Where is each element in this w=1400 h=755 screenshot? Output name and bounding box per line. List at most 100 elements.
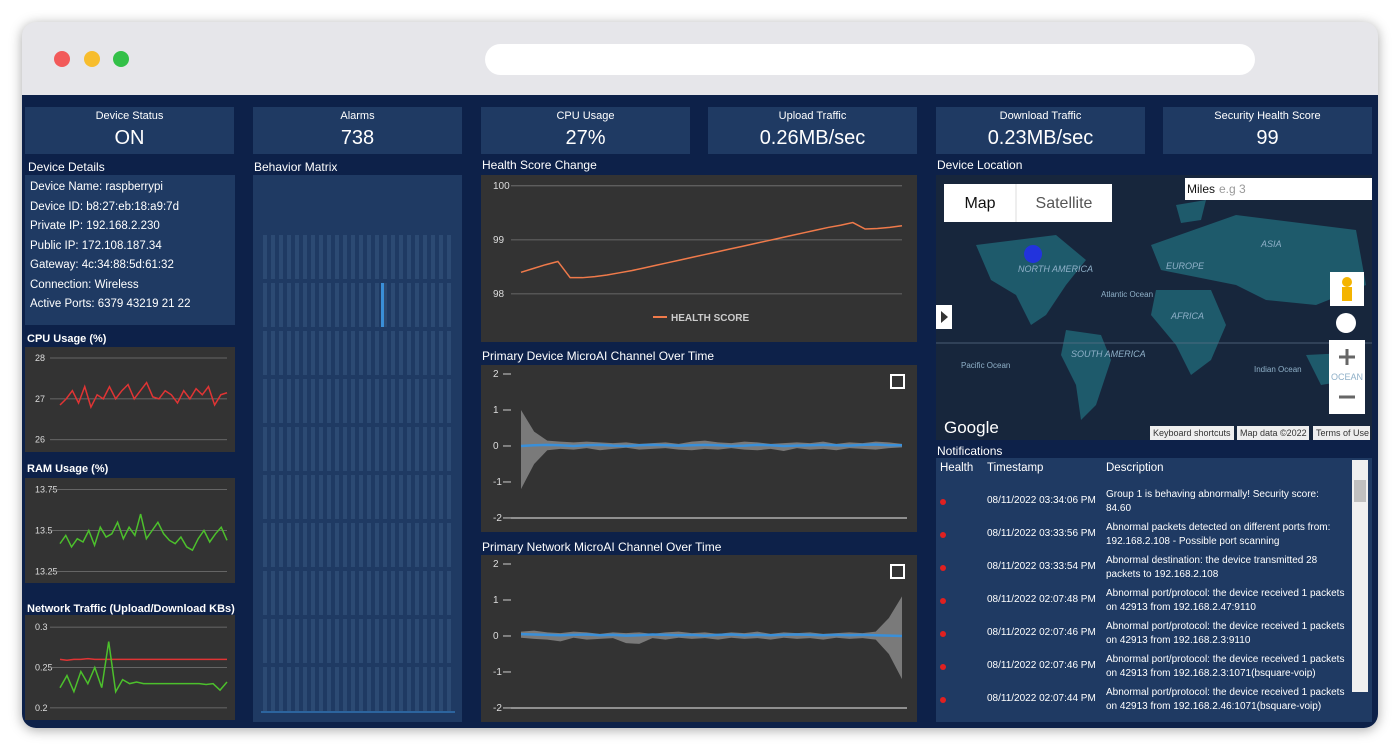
matrix-cell [447, 619, 451, 663]
satellite-button[interactable]: Satellite [1036, 195, 1093, 212]
network-chart: 0.2 0.25 0.3 [25, 615, 235, 720]
matrix-cell [383, 235, 387, 279]
matrix-cell [327, 283, 331, 327]
matrix-cell [447, 667, 451, 711]
matrix-cell [271, 571, 275, 615]
kpi-value: 0.23MB/sec [987, 127, 1094, 149]
map-footer-link: Map data ©2022 [1240, 428, 1307, 438]
matrix-cell [367, 571, 371, 615]
matrix-cell [351, 475, 355, 519]
detail-item: Active Ports: 6379 43219 21 22 [30, 298, 191, 310]
matrix-cell [399, 235, 403, 279]
health-dot [940, 697, 946, 703]
minimize-dot[interactable] [84, 51, 100, 67]
y-tick-label: 99 [493, 235, 505, 246]
matrix-cell [431, 427, 435, 471]
locate-button[interactable] [1336, 313, 1356, 333]
timestamp: 08/11/2022 03:33:54 PM [987, 561, 1096, 572]
matrix-cell [263, 331, 267, 375]
matrix-cell [295, 619, 299, 663]
matrix-cell [423, 475, 427, 519]
matrix-cell [447, 571, 451, 615]
matrix-cell [335, 235, 339, 279]
matrix-cell [351, 235, 355, 279]
map-label: EUROPE [1166, 261, 1205, 271]
y-tick-label: 1 [493, 405, 499, 416]
matrix-cell [447, 331, 451, 375]
matrix-cell [303, 523, 307, 567]
line [59, 641, 228, 695]
matrix-cell [287, 379, 291, 423]
map-button[interactable]: Map [964, 195, 995, 212]
matrix-cell [271, 619, 275, 663]
kpi-value: ON [114, 127, 145, 149]
matrix-cell [295, 523, 299, 567]
matrix-cell [383, 523, 387, 567]
matrix-cell [343, 571, 347, 615]
matrix-cell [319, 667, 323, 711]
matrix-cell [359, 427, 363, 471]
map-footer-bg [1237, 426, 1309, 440]
kpi-card: Download Traffic 0.23MB/sec [936, 107, 1145, 154]
close-dot[interactable] [54, 51, 70, 67]
scroll-thumb[interactable] [1354, 480, 1366, 502]
matrix-cell [343, 667, 347, 711]
matrix-cell [311, 475, 315, 519]
health-dot [940, 565, 946, 571]
matrix-cell [303, 667, 307, 711]
expand-icon [890, 374, 905, 389]
table-row: 08/11/2022 02:07:48 PM Abnormal port/prot… [936, 584, 1346, 617]
y-tick-label: -1 [493, 667, 502, 678]
matrix-cell [279, 283, 283, 327]
matrix-cell [391, 379, 395, 423]
maximize-dot[interactable] [113, 51, 129, 67]
map-label: AFRICA [1170, 311, 1204, 321]
matrix-cell [439, 235, 443, 279]
matrix-cell [327, 331, 331, 375]
chart-bg [481, 175, 917, 342]
matrix-cell [431, 523, 435, 567]
health-dot [940, 499, 946, 505]
kpi-label: Download Traffic [999, 110, 1082, 122]
matrix-cell [415, 523, 419, 567]
matrix-cell [367, 427, 371, 471]
matrix-cell [383, 619, 387, 663]
matrix-cell [391, 235, 395, 279]
map-label: SOUTH AMERICA [1071, 349, 1146, 359]
matrix-cell [263, 379, 267, 423]
matrix-cell [447, 283, 451, 327]
matrix-cell [327, 475, 331, 519]
kpi-label: Security Health Score [1214, 110, 1321, 122]
timestamp: 08/11/2022 03:34:06 PM [987, 495, 1096, 506]
matrix-cell [279, 379, 283, 423]
matrix-cell [407, 619, 411, 663]
matrix-cell [399, 667, 403, 711]
matrix-cell [319, 331, 323, 375]
cpu-chart: 26 27 28 [25, 347, 235, 452]
matrix-cell [439, 427, 443, 471]
matrix-cell [335, 427, 339, 471]
matrix-cell [383, 283, 387, 327]
matrix-cell [367, 619, 371, 663]
matrix-cell [279, 571, 283, 615]
section-title: Device Location [937, 158, 1023, 172]
matrix-cell [391, 427, 395, 471]
matrix-cell [439, 667, 443, 711]
matrix-cell [383, 427, 387, 471]
y-tick-label: 0 [493, 441, 499, 452]
url-bar[interactable] [485, 44, 1255, 75]
matrix-cell [431, 619, 435, 663]
matrix [261, 235, 455, 713]
timestamp: 08/11/2022 02:07:46 PM [987, 627, 1096, 638]
matrix-cell [263, 235, 267, 279]
matrix-cell [391, 475, 395, 519]
scrollbar[interactable] [1352, 460, 1368, 692]
matrix-cell [287, 475, 291, 519]
matrix-cell [303, 571, 307, 615]
table-row: 08/11/2022 02:07:46 PM Abnormal port/prot… [936, 617, 1346, 650]
matrix-cell [335, 379, 339, 423]
map-footer-link: Terms of Use [1316, 428, 1369, 438]
map-label: Atlantic Ocean [1101, 290, 1153, 299]
matrix-cell [399, 523, 403, 567]
miles-input[interactable] [1185, 178, 1372, 200]
